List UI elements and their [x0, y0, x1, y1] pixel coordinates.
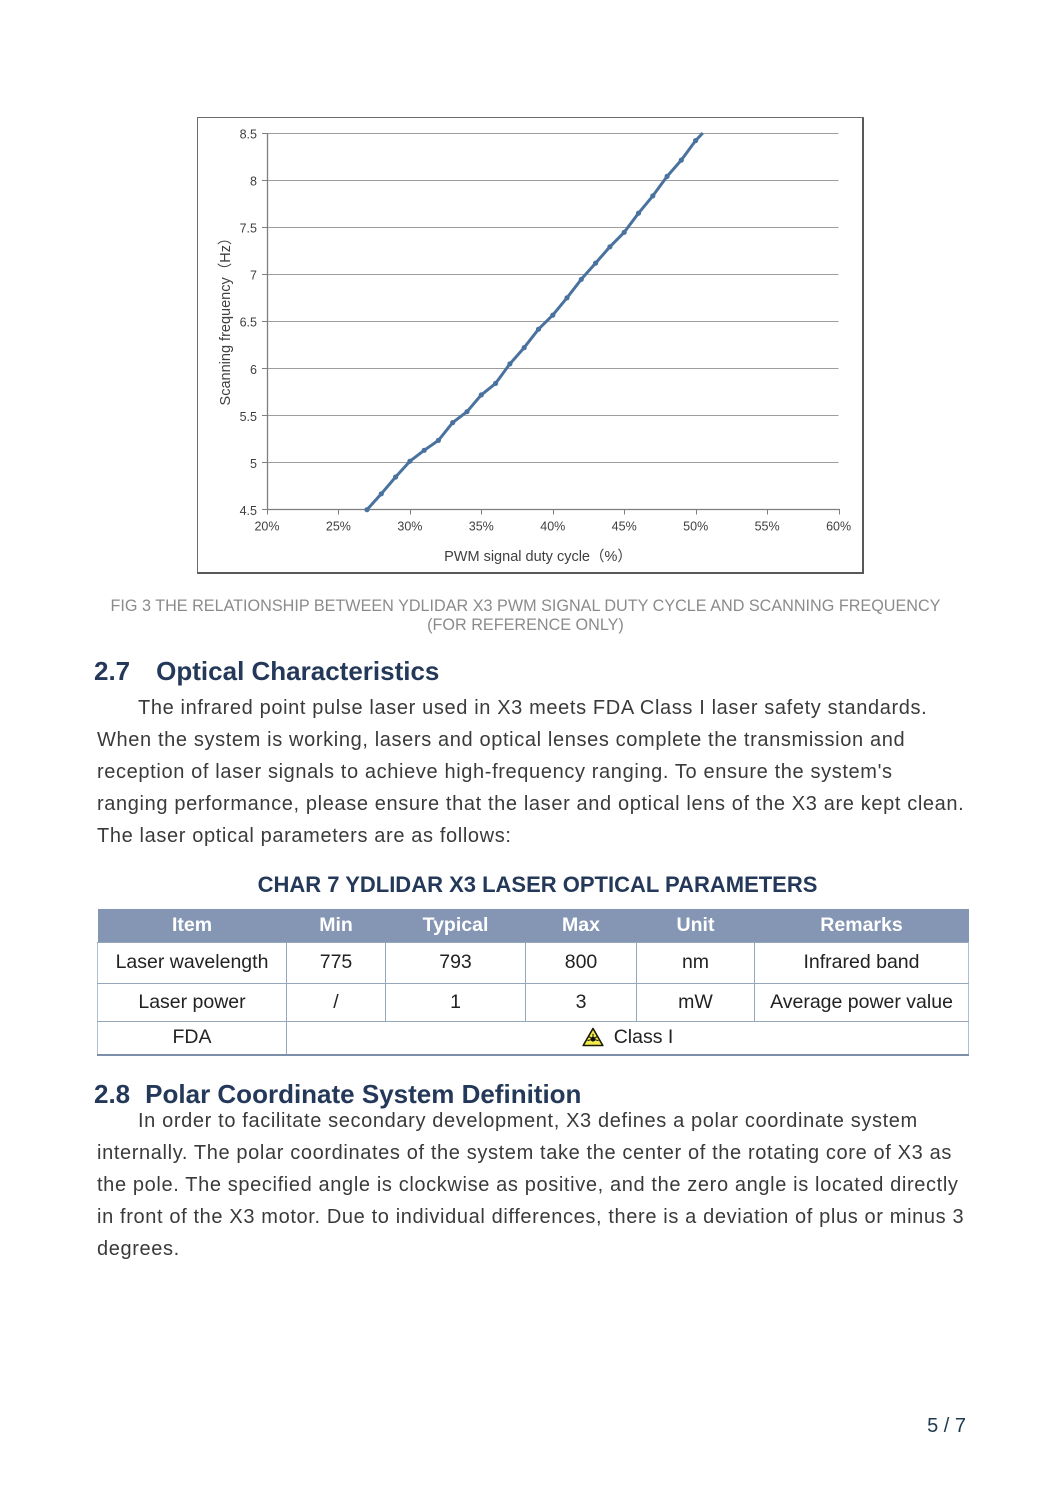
svg-text:6.5: 6.5: [240, 316, 257, 330]
svg-text:45%: 45%: [612, 520, 637, 534]
svg-text:25%: 25%: [326, 520, 351, 534]
svg-text:7.5: 7.5: [240, 222, 257, 236]
svg-text:35%: 35%: [469, 520, 494, 534]
svg-text:Scanning frequency（Hz）: Scanning frequency（Hz）: [217, 231, 234, 406]
svg-text:8: 8: [250, 174, 257, 188]
svg-text:40%: 40%: [540, 520, 565, 534]
svg-text:60%: 60%: [826, 520, 851, 534]
svg-text:4.5: 4.5: [240, 504, 257, 518]
svg-text:PWM signal duty cycle（%）: PWM signal duty cycle（%）: [444, 548, 632, 565]
svg-text:5: 5: [250, 457, 257, 471]
svg-text:7: 7: [250, 269, 257, 283]
svg-text:6: 6: [250, 363, 257, 377]
svg-text:50%: 50%: [683, 520, 708, 534]
svg-text:55%: 55%: [755, 520, 780, 534]
svg-text:20%: 20%: [254, 520, 279, 534]
svg-text:5.5: 5.5: [240, 410, 257, 424]
svg-text:8.5: 8.5: [240, 127, 257, 141]
svg-text:30%: 30%: [397, 520, 422, 534]
